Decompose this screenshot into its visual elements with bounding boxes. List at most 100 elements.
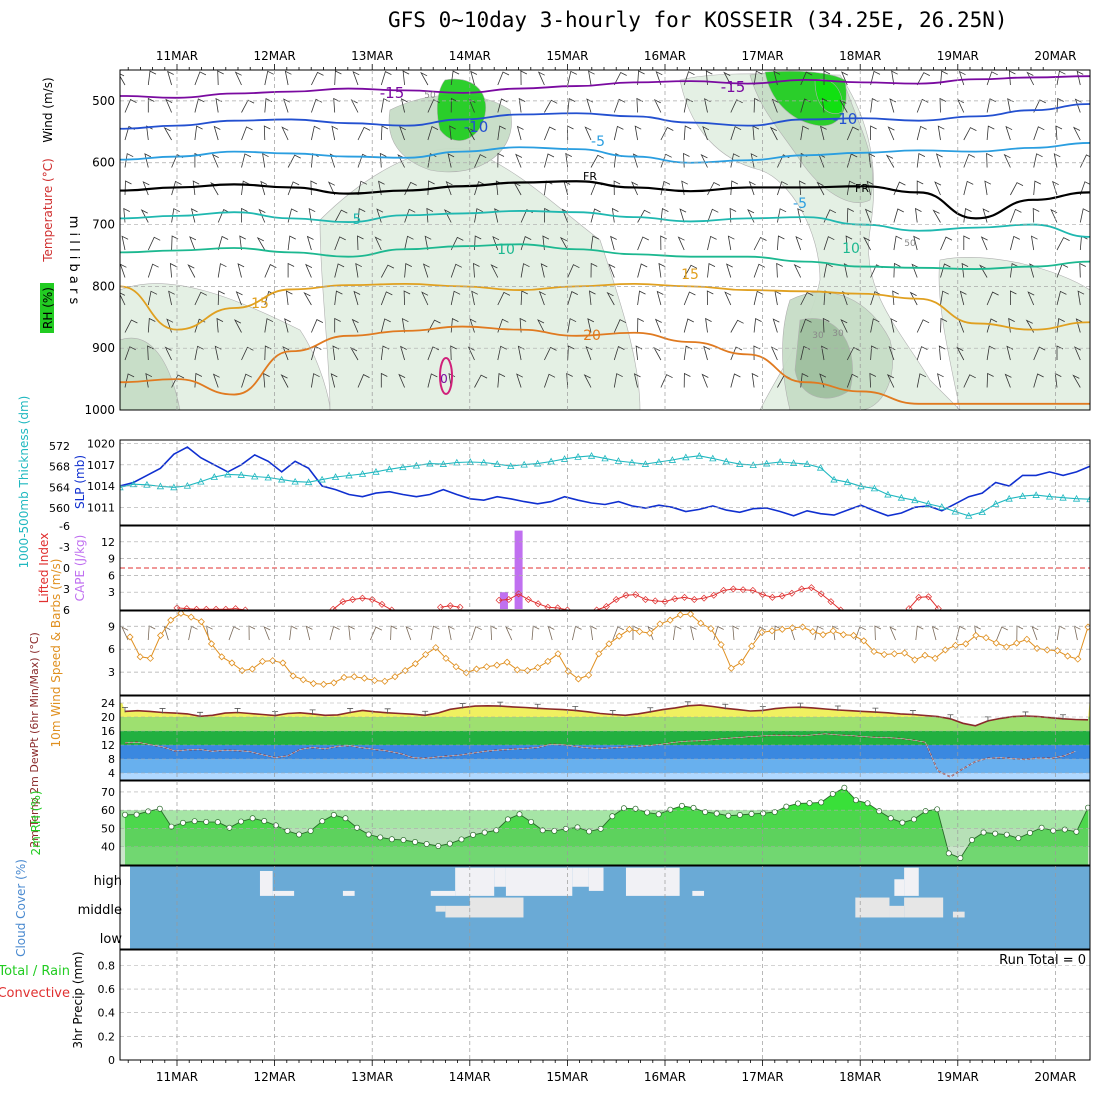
wind-speed-marker [1043,646,1051,654]
precip-legend-total: Total / Rain [0,964,70,979]
lifted-tick-label: 0 [63,562,70,575]
wind-barb [334,290,343,306]
rh-marker [365,831,372,838]
temperature-axis-label: Temperature (°C) [41,158,55,263]
temperature-label: -10 [833,110,858,128]
wind-barb [986,345,996,361]
lifted-index-marker [720,586,728,594]
rh-marker [609,813,616,820]
wind-barb [283,98,290,113]
wind-barb [893,235,903,251]
wind-speed-marker [503,658,511,666]
wind-barb [380,372,388,388]
wind-tick-label: 6 [108,643,115,656]
rh-marker [388,836,395,843]
cloud-cell [625,867,680,896]
wind-speed-marker [1033,644,1041,652]
pressure-tick-label: 1000 [84,403,115,417]
wind-barb [241,153,252,168]
wind-barb [427,126,439,141]
precip-tick-label: 0.2 [98,1030,116,1043]
lifted-index-line [176,607,246,610]
wind-speed-marker [1002,643,1011,651]
wind-barb [211,153,219,168]
wind-barb [893,208,904,223]
precip-tick-label: 0.6 [98,983,116,996]
wind-barb [121,235,129,251]
temp-axis-label: 2m Temp 2m DewPt (6hr Min/Max) (°C) [28,632,41,848]
wind-barb [311,71,324,86]
wind-barb [777,235,785,251]
stability-plot [120,530,1090,610]
rh-marker [400,837,407,843]
wind-speed-marker [564,667,572,675]
wind-barb [963,127,977,141]
wind-speed-marker [839,631,847,639]
wind-speed-marker [432,644,440,652]
wind-axis-label-10m: 10m Wind Speed & Barbs (m/s) [49,559,63,748]
wind-barb [1010,208,1022,223]
thickness-marker [304,478,313,486]
wind-barb-10m [889,626,897,641]
wind-barb [772,318,780,333]
wind-barb [467,346,475,361]
wind-barb [474,181,485,196]
wind-speed-marker [768,627,776,635]
wind-barb [590,262,598,278]
date-label-top: 16MAR [644,49,686,63]
cloud-panel [119,865,1091,950]
wind-barb [777,181,788,196]
lifted-index-marker [807,584,815,592]
wind-barb [146,125,153,141]
wind-barb [707,208,719,223]
wind-barb [821,97,829,113]
wind-barb [217,70,224,86]
wind-speed-marker [218,653,226,661]
lifted-index-marker [739,586,747,594]
wind-barb [773,70,781,86]
thickness-marker [1086,495,1090,503]
thickness-marker [291,477,299,485]
temp-minmax-whisker [234,708,241,714]
wind-barb [287,181,300,196]
wind-barb [986,372,994,388]
temp-band [120,717,1090,731]
temp-tick-label: 4 [108,767,115,780]
wind-barb [327,181,336,196]
rh-marker [794,800,801,807]
wind-speed-marker [360,674,368,682]
rh-marker [1050,827,1057,834]
wind-barb [660,180,671,196]
rh-marker [249,815,256,822]
wind-barb-10m [147,625,156,641]
wind-barb [839,99,848,113]
rh-marker [887,815,894,822]
wind-barb [870,345,878,361]
wind-barb [705,70,713,86]
wind-barb [1079,208,1090,223]
wind-barb [378,180,385,196]
wind-barb [870,318,880,333]
wind-barb-10m [547,625,555,641]
wind-barb [1033,346,1046,361]
rh-marker [377,834,384,841]
wind-barb [751,372,759,388]
wind-speed-marker [167,616,175,624]
wind-barb [866,180,874,196]
wind-barb [864,208,872,223]
wind-barb [957,98,965,113]
temp-line [124,704,1089,727]
wind-speed-marker [472,665,481,673]
thickness-marker [251,472,259,480]
lifted-index-marker [329,605,337,610]
wind-barb [1025,319,1035,333]
wind-barb [1056,237,1070,251]
wind-barb-10m [430,625,440,641]
wind-barb-10m [405,626,413,641]
lifted-index-marker [593,606,601,610]
rh-marker [168,823,175,830]
thickness-marker [399,463,407,471]
wind-speed-marker [758,628,766,636]
wind-barb [120,292,126,306]
wind-barb [819,373,827,388]
